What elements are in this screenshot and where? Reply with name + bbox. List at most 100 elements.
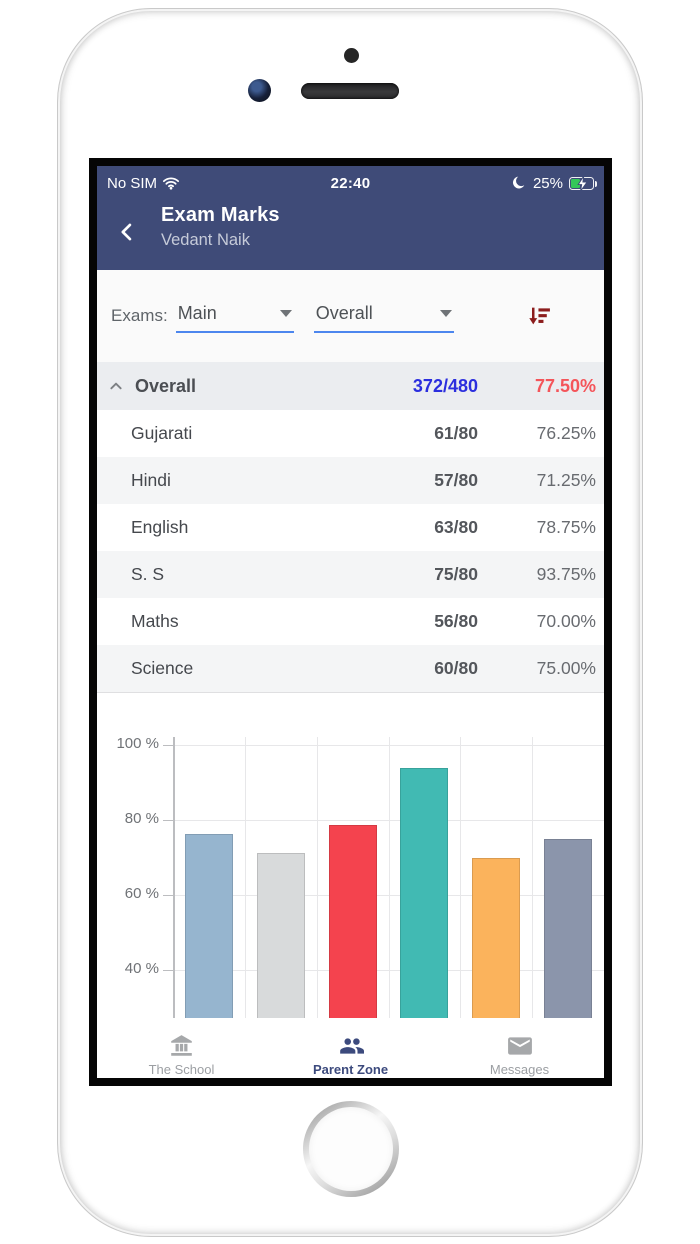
chevron-left-icon <box>117 223 137 247</box>
overall-summary-row[interactable]: Overall 372/480 77.50% <box>97 362 604 410</box>
home-button <box>303 1101 399 1197</box>
overall-summary-left: Overall <box>107 376 328 397</box>
page-title: Exam Marks <box>161 204 280 226</box>
nav-item-the-school[interactable]: The School <box>97 1018 266 1078</box>
gridline <box>388 737 390 1018</box>
gridline <box>173 895 604 896</box>
gridline <box>173 745 604 746</box>
earpiece-speaker <box>301 83 399 99</box>
subject-percent: 78.75% <box>536 517 596 537</box>
exam-select-value: Main <box>177 303 217 323</box>
y-axis-tick <box>163 819 173 821</box>
subject-percent: 93.75% <box>536 564 596 584</box>
gridline <box>173 820 604 821</box>
subject-marks: 57/80 <box>434 470 478 490</box>
table-row: Science 60/80 75.00% <box>97 645 604 692</box>
student-name: Vedant Naik <box>161 231 250 249</box>
subject-name: S. S <box>131 564 165 584</box>
sort-descending-icon <box>527 307 552 332</box>
gridline <box>316 737 318 1018</box>
chart-bar <box>328 824 377 1018</box>
nav-item-label: Messages <box>489 1062 550 1077</box>
table-row: Maths 56/80 70.00% <box>97 598 604 645</box>
y-axis-tick <box>163 969 173 971</box>
nav-item-label: The School <box>148 1062 215 1077</box>
app-header: Exam Marks Vedant Naik <box>97 196 604 254</box>
y-axis-tick <box>163 744 173 746</box>
filter-bar: Exams: Main Overall <box>97 270 604 362</box>
subject-rows: Gujarati 61/80 76.25% Hindi 57/80 71.25% Engli… <box>97 410 604 693</box>
app-viewport: No SIM 22:40 <box>97 166 604 1078</box>
y-axis-label: 60 % <box>124 885 159 902</box>
chevron-down-icon <box>439 310 452 317</box>
battery-icon <box>569 175 597 191</box>
nav-item-label: Parent Zone <box>312 1062 389 1077</box>
gridline <box>460 737 462 1018</box>
battery-fill <box>571 178 581 188</box>
front-camera-icon <box>248 79 271 102</box>
subject-marks: 61/80 <box>434 423 478 443</box>
subject-percent: 70.00% <box>536 611 596 631</box>
chevron-up-icon <box>107 378 125 394</box>
nav-item-messages[interactable]: Messages <box>435 1018 604 1078</box>
wifi-icon <box>162 176 180 190</box>
envelope-icon <box>506 1033 534 1059</box>
chart-bar <box>184 834 233 1018</box>
status-right: 25% <box>370 174 597 192</box>
chevron-down-icon <box>279 310 292 317</box>
y-axis-line <box>173 737 175 1018</box>
nav-item-parent-zone[interactable]: Parent Zone <box>266 1018 435 1078</box>
gridline <box>244 737 246 1018</box>
subject-percent: 76.25% <box>536 423 596 443</box>
chart-bar <box>256 852 305 1018</box>
phone-frame: No SIM 22:40 <box>57 8 643 1237</box>
carrier-label: No SIM <box>107 174 158 192</box>
table-row: Hindi 57/80 71.25% <box>97 457 604 504</box>
charging-bolt-icon <box>577 175 589 195</box>
subject-marks: 60/80 <box>434 658 478 678</box>
sort-descending-button[interactable] <box>527 304 552 329</box>
table-row: English 63/80 78.75% <box>97 504 604 551</box>
table-row: Gujarati 61/80 76.25% <box>97 410 604 457</box>
subject-name: Gujarati <box>131 423 193 443</box>
y-axis-label: 40 % <box>124 960 159 977</box>
subject-marks: 75/80 <box>434 564 478 584</box>
subject-name: Hindi <box>131 470 171 490</box>
battery-nub <box>594 181 597 187</box>
header-titles: Exam Marks Vedant Naik <box>161 204 280 250</box>
moon-icon <box>511 175 527 191</box>
chart-bar <box>544 838 593 1018</box>
exam-select[interactable]: Main <box>175 299 294 333</box>
y-axis-tick <box>163 894 173 896</box>
chart-bar <box>472 857 521 1018</box>
battery-percent: 25% <box>532 174 563 192</box>
subject-marks: 56/80 <box>434 611 478 631</box>
subject-percent: 71.25% <box>536 470 596 490</box>
subject-marks: 63/80 <box>434 517 478 537</box>
view-select[interactable]: Overall <box>313 299 454 333</box>
exams-label: Exams: <box>111 306 168 325</box>
top-navy-bar: No SIM 22:40 <box>97 166 604 270</box>
table-row: S. S 75/80 93.75% <box>97 551 604 598</box>
back-button[interactable] <box>111 210 143 254</box>
overall-marks: 372/480 <box>412 375 478 396</box>
subject-name: English <box>131 517 189 537</box>
subject-name: Maths <box>131 611 179 631</box>
bottom-navigation: The School Parent Zone Messages <box>97 1018 604 1078</box>
overall-label: Overall <box>135 375 197 396</box>
chart-bar <box>400 768 449 1018</box>
y-axis-label: 80 % <box>124 810 159 827</box>
proximity-sensor-icon <box>344 48 359 63</box>
subject-name: Science <box>131 658 194 678</box>
clock: 22:40 <box>330 174 371 192</box>
school-building-icon <box>168 1033 195 1059</box>
phone-screen: No SIM 22:40 <box>89 158 612 1086</box>
status-bar: No SIM 22:40 <box>97 166 604 196</box>
status-left: No SIM <box>107 175 331 192</box>
subject-percent: 75.00% <box>536 658 596 678</box>
y-axis-label: 100 % <box>116 735 159 752</box>
gridline <box>532 737 534 1018</box>
view-select-value: Overall <box>315 303 373 323</box>
parents-icon <box>336 1033 366 1059</box>
marks-bar-chart: 100 % 80 % 60 % 40 % <box>97 693 604 1018</box>
